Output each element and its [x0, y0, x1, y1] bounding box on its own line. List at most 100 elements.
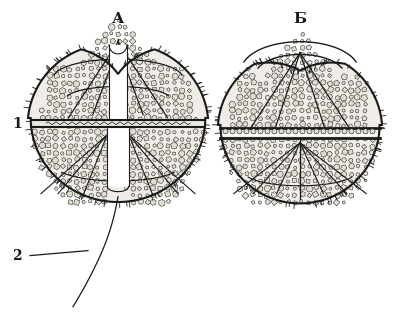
- Polygon shape: [74, 115, 78, 119]
- Polygon shape: [236, 144, 241, 149]
- Polygon shape: [328, 158, 332, 162]
- Polygon shape: [145, 122, 150, 128]
- Circle shape: [244, 129, 249, 134]
- Polygon shape: [292, 109, 296, 112]
- Polygon shape: [328, 122, 333, 127]
- Polygon shape: [314, 185, 319, 190]
- Polygon shape: [320, 143, 326, 148]
- Polygon shape: [327, 80, 333, 87]
- Polygon shape: [354, 94, 360, 100]
- Polygon shape: [180, 143, 186, 149]
- Polygon shape: [286, 81, 289, 85]
- Polygon shape: [74, 124, 79, 128]
- Polygon shape: [187, 101, 193, 108]
- Polygon shape: [110, 67, 113, 70]
- Polygon shape: [362, 87, 367, 92]
- Polygon shape: [364, 171, 368, 175]
- Polygon shape: [145, 67, 150, 71]
- Polygon shape: [188, 123, 191, 127]
- Polygon shape: [53, 66, 59, 71]
- Polygon shape: [257, 186, 263, 192]
- Polygon shape: [67, 158, 72, 163]
- Polygon shape: [172, 179, 178, 185]
- Polygon shape: [326, 171, 333, 177]
- Polygon shape: [334, 101, 341, 108]
- Polygon shape: [356, 165, 360, 168]
- Polygon shape: [137, 53, 143, 58]
- Polygon shape: [149, 150, 156, 156]
- Polygon shape: [73, 165, 79, 170]
- Polygon shape: [67, 191, 73, 197]
- Polygon shape: [137, 101, 144, 108]
- Polygon shape: [341, 171, 347, 177]
- Polygon shape: [101, 88, 107, 93]
- Polygon shape: [129, 121, 136, 128]
- Polygon shape: [61, 109, 66, 114]
- Polygon shape: [68, 200, 73, 204]
- Polygon shape: [321, 95, 325, 100]
- Polygon shape: [291, 46, 297, 52]
- Text: 1: 1: [12, 117, 22, 131]
- Polygon shape: [273, 144, 277, 147]
- Polygon shape: [264, 178, 269, 183]
- Polygon shape: [138, 73, 142, 78]
- Polygon shape: [307, 67, 312, 72]
- Polygon shape: [328, 137, 332, 141]
- Polygon shape: [342, 149, 348, 155]
- Polygon shape: [312, 102, 318, 108]
- Polygon shape: [305, 79, 312, 86]
- Text: 2: 2: [13, 249, 22, 263]
- Polygon shape: [265, 199, 270, 204]
- Polygon shape: [187, 95, 192, 100]
- Polygon shape: [370, 145, 375, 149]
- Polygon shape: [335, 178, 341, 183]
- Polygon shape: [308, 165, 311, 168]
- Polygon shape: [306, 45, 311, 50]
- Polygon shape: [251, 79, 257, 85]
- Polygon shape: [229, 158, 233, 163]
- Polygon shape: [116, 66, 123, 72]
- Polygon shape: [264, 88, 268, 92]
- Polygon shape: [54, 179, 57, 183]
- Polygon shape: [273, 103, 276, 107]
- Polygon shape: [129, 135, 135, 141]
- Polygon shape: [138, 172, 143, 177]
- Polygon shape: [103, 156, 108, 162]
- Polygon shape: [263, 129, 270, 135]
- Polygon shape: [349, 163, 355, 169]
- Polygon shape: [187, 108, 193, 113]
- Polygon shape: [279, 164, 284, 170]
- Polygon shape: [96, 66, 100, 70]
- Polygon shape: [257, 109, 263, 114]
- Polygon shape: [341, 135, 347, 142]
- Polygon shape: [158, 117, 162, 121]
- Polygon shape: [173, 152, 176, 155]
- Polygon shape: [158, 171, 163, 175]
- Polygon shape: [279, 130, 283, 135]
- Polygon shape: [335, 185, 339, 190]
- Polygon shape: [251, 108, 257, 114]
- Polygon shape: [301, 68, 304, 71]
- Polygon shape: [52, 81, 58, 87]
- Polygon shape: [129, 45, 136, 52]
- Polygon shape: [236, 109, 242, 115]
- Polygon shape: [109, 109, 116, 114]
- Polygon shape: [238, 81, 242, 86]
- Polygon shape: [355, 88, 360, 93]
- Polygon shape: [314, 68, 318, 71]
- Polygon shape: [244, 74, 248, 79]
- Polygon shape: [109, 80, 115, 85]
- Polygon shape: [334, 164, 340, 170]
- Polygon shape: [173, 67, 177, 71]
- Polygon shape: [279, 117, 283, 120]
- Polygon shape: [95, 39, 101, 44]
- Polygon shape: [144, 101, 149, 106]
- Polygon shape: [145, 129, 149, 135]
- Polygon shape: [293, 53, 299, 59]
- Polygon shape: [95, 108, 100, 113]
- Polygon shape: [369, 158, 375, 164]
- Polygon shape: [136, 163, 142, 170]
- Polygon shape: [362, 123, 367, 128]
- Polygon shape: [160, 101, 164, 106]
- Polygon shape: [335, 137, 339, 142]
